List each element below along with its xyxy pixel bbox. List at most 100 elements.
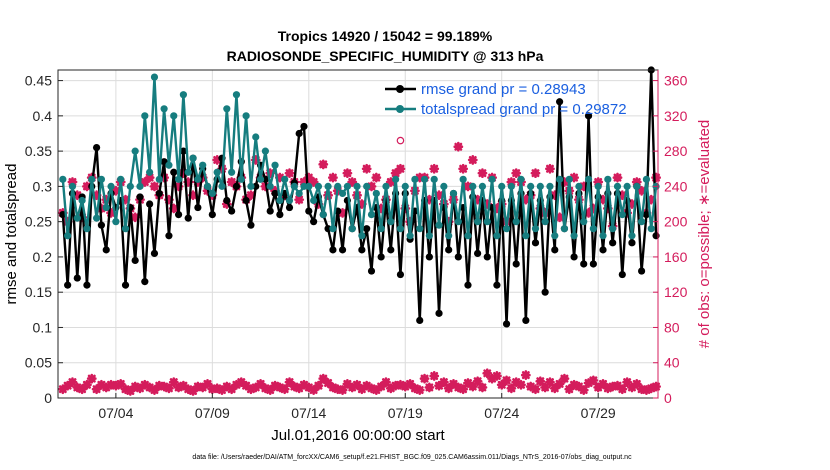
totalspread-point: [507, 182, 515, 190]
obs-evaluated-marker: [82, 379, 92, 390]
totalspread-point: [102, 203, 110, 212]
totalspread-point: [213, 168, 221, 176]
y-tick-label: 0.15: [25, 284, 52, 300]
obs-evaluated-marker: [636, 185, 647, 196]
obs-evaluated-marker: [101, 194, 112, 205]
obs-evaluated-marker: [535, 376, 546, 387]
totalspread-point: [358, 232, 366, 240]
y-right-tick-label: 240: [664, 178, 688, 194]
rmse-point: [599, 246, 607, 254]
totalspread-point: [599, 232, 607, 240]
totalspread-point: [121, 225, 130, 233]
totalspread-point: [97, 175, 106, 183]
obs-evaluated-marker: [168, 203, 179, 214]
rmse-point: [305, 207, 313, 215]
obs-evaluated-marker: [91, 384, 102, 395]
y-right-tick-label: 40: [664, 355, 680, 371]
totalspread-point: [527, 182, 535, 190]
obs-evaluated-marker: [318, 373, 329, 384]
rmse-point: [300, 122, 308, 131]
obs-evaluated-marker: [434, 380, 444, 391]
obs-evaluated-marker: [144, 172, 155, 183]
obs-evaluated-marker: [270, 380, 280, 391]
obs-evaluated-marker: [631, 378, 642, 389]
totalspread-point: [498, 182, 506, 190]
totalspread-point: [469, 182, 477, 190]
obs-evaluated-marker: [405, 216, 415, 227]
totalspread-point: [483, 218, 491, 226]
legend-marker-totalspread: [396, 105, 404, 113]
obs-evaluated-marker: [467, 381, 478, 392]
rmse-point: [502, 320, 511, 328]
obs-evaluated-marker: [183, 177, 194, 187]
obs-evaluated-marker: [612, 172, 623, 183]
obs-evaluated-marker: [356, 199, 367, 209]
totalspread-point: [252, 133, 260, 141]
totalspread-point: [647, 225, 655, 233]
totalspread-point: [179, 91, 188, 99]
rmse-point: [638, 267, 646, 275]
totalspread-point: [174, 175, 183, 183]
obs-evaluated-marker: [472, 376, 483, 387]
obs-evaluated-marker: [588, 203, 599, 214]
obs-evaluated-marker: [598, 378, 608, 389]
obs-evaluated-marker: [646, 194, 657, 205]
rmse-point: [232, 182, 241, 190]
totalspread-point: [488, 175, 496, 183]
plot-area: 07/04 07/09 07/14 07/19 07/24 07/29 0 0.05 0.1 0.…: [25, 66, 688, 421]
totalspread-point: [512, 218, 520, 226]
obs-evaluated-marker: [385, 383, 396, 394]
obs-evaluated-marker: [593, 382, 604, 393]
obs-evaluated-marker: [477, 168, 488, 179]
obs-evaluated-marker: [308, 177, 319, 187]
obs-evaluated-marker: [106, 207, 116, 218]
obs-evaluated-marker: [487, 373, 497, 384]
rmse-point: [358, 246, 366, 254]
rmse-point: [367, 267, 376, 275]
rmse-point: [522, 316, 530, 325]
totalspread-point: [170, 112, 178, 120]
obs-evaluated-marker: [168, 377, 179, 388]
totalspread-point: [613, 182, 622, 190]
obs-evaluated-marker: [294, 383, 305, 394]
totalspread-point: [372, 189, 380, 198]
obs-evaluated-marker: [530, 168, 541, 179]
rmse-point: [92, 143, 101, 152]
totalspread-point: [642, 175, 651, 183]
rmse-point: [228, 207, 236, 215]
totalspread-point: [459, 175, 467, 183]
obs-evaluated-marker: [356, 384, 367, 395]
totalspread-point: [242, 112, 250, 120]
rmse-point: [141, 278, 149, 286]
totalspread-point: [522, 232, 530, 240]
obs-evaluated-marker: [274, 382, 285, 393]
totalspread-point: [126, 182, 134, 190]
rmse-point: [387, 246, 395, 254]
obs-evaluated-marker: [371, 172, 382, 183]
obs-evaluated-marker: [492, 203, 502, 214]
totalspread-point: [584, 175, 593, 183]
obs-evaluated-marker: [212, 383, 223, 394]
y-tick-label: 0.45: [25, 73, 52, 89]
rmse-point: [155, 189, 163, 198]
obs-evaluated-marker: [246, 384, 256, 395]
obs-evaluated-marker: [241, 380, 252, 391]
obs-evaluated-marker: [274, 172, 285, 183]
obs-evaluated-marker: [106, 379, 116, 390]
obs-evaluated-marker: [385, 177, 396, 187]
y-tick-label: 0.25: [25, 214, 52, 230]
obs-evaluated-marker: [217, 385, 227, 395]
obs-evaluated-marker: [472, 194, 483, 205]
totalspread-point: [329, 225, 337, 233]
totalspread-point: [435, 221, 443, 229]
obs-evaluated-marker: [120, 384, 131, 395]
totalspread-point: [290, 182, 298, 190]
totalspread-point: [551, 232, 559, 240]
obs-evaluated-marker: [67, 377, 78, 388]
rmse-point: [589, 260, 597, 268]
y-tick-label: 0.35: [25, 143, 52, 159]
obs-evaluated-marker: [530, 384, 541, 395]
obs-evaluated-marker: [482, 199, 493, 209]
obs-evaluated-marker: [361, 380, 372, 391]
